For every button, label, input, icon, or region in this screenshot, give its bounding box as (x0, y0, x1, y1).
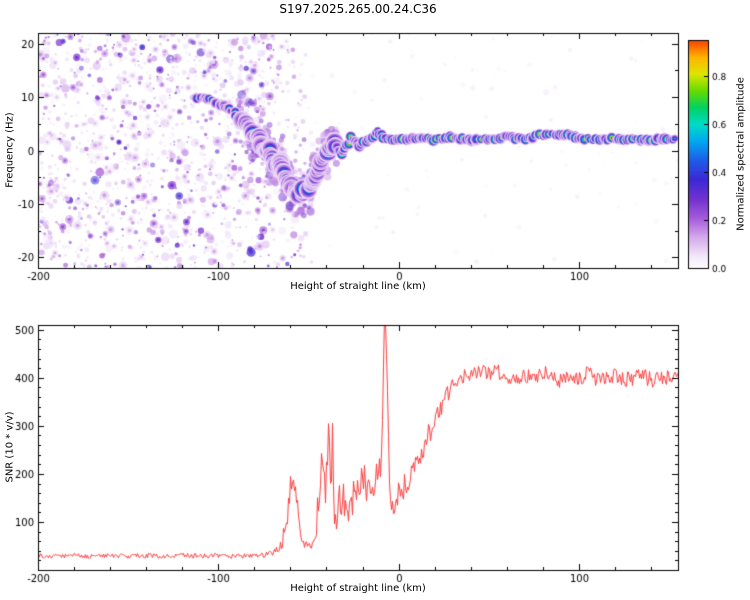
snr-xlabel: Height of straight line (km) (290, 583, 426, 594)
snr-ylabel: SNR (10 * v/v) (4, 411, 16, 483)
figure-title: S197.2025.265.00.24.C36 (279, 2, 437, 16)
spectrogram-ylabel: Frequency (Hz) (4, 112, 16, 188)
colorbar-label: Normalized spectral amplitude (735, 77, 747, 231)
spectrogram-xlabel: Height of straight line (km) (290, 281, 426, 292)
